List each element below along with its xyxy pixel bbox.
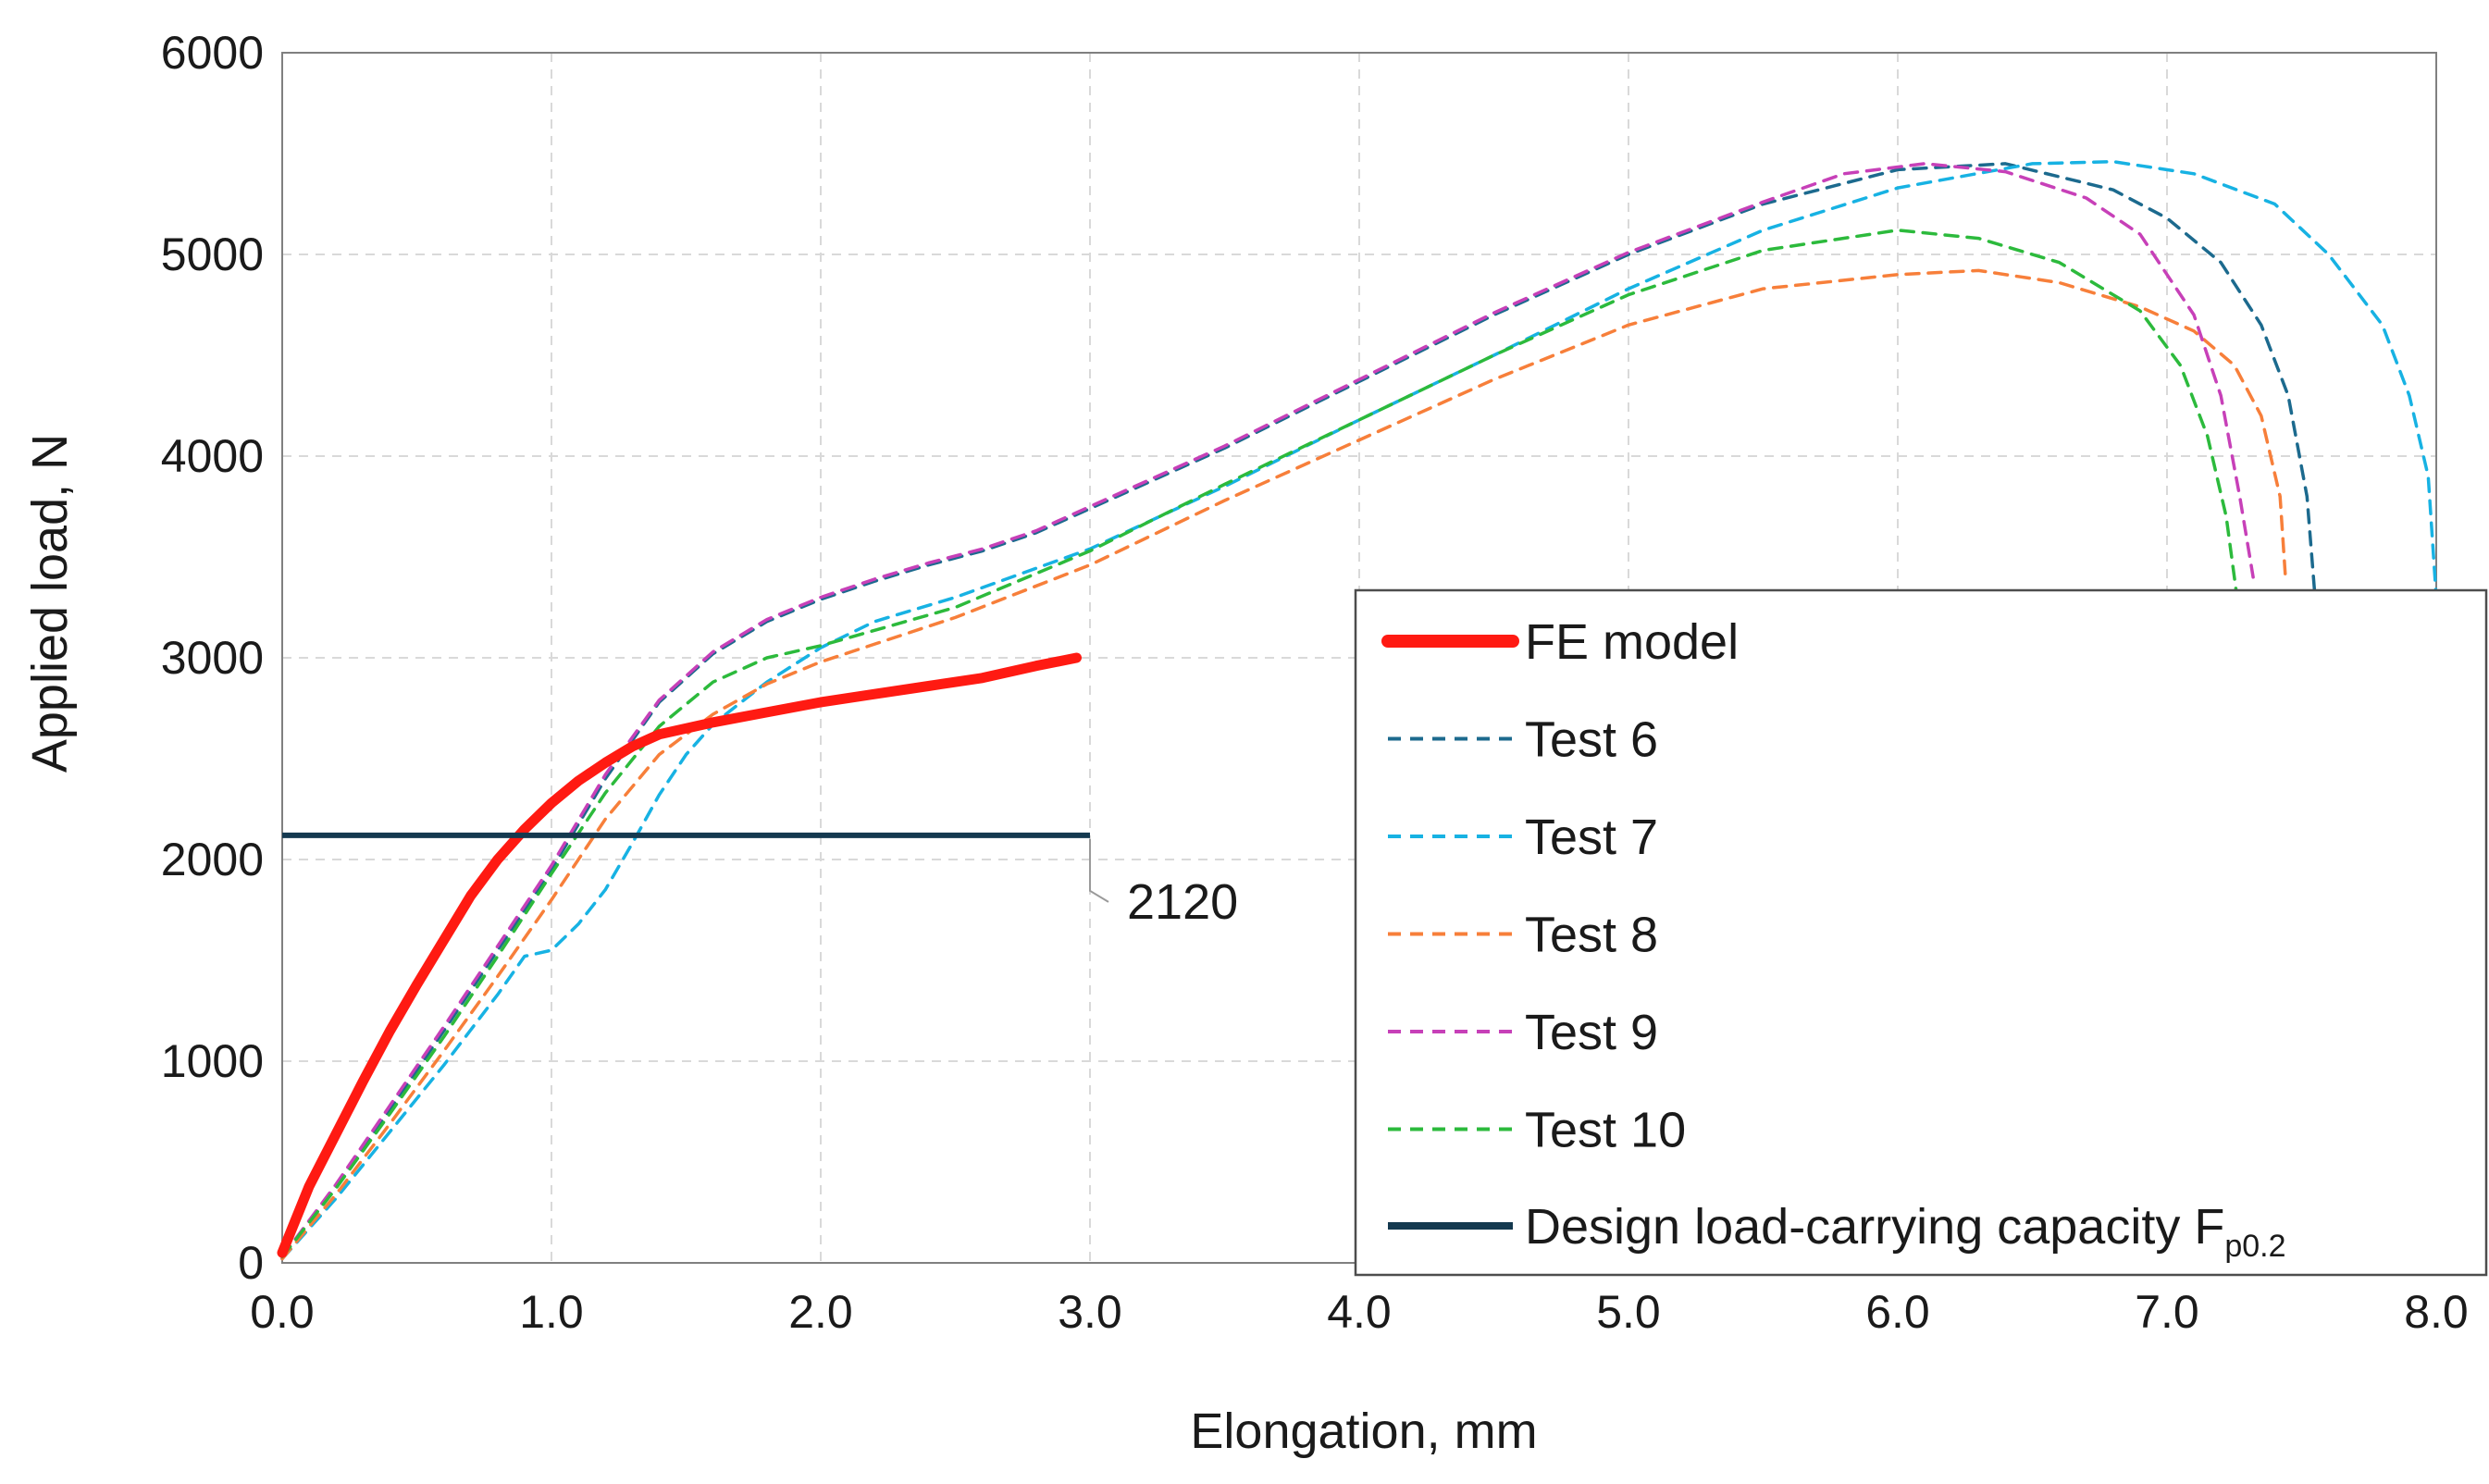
y-tick-label: 2000 bbox=[161, 834, 264, 885]
legend-entry-design-line: Design load-carrying capacity Fp0.2 bbox=[1388, 1199, 2286, 1264]
design-label-subscript: p0.2 bbox=[2224, 1229, 2285, 1264]
x-tick-label: 0.0 bbox=[250, 1286, 315, 1338]
series-layer bbox=[277, 159, 2438, 1261]
y-tick-label: 0 bbox=[238, 1237, 264, 1289]
y-tick-label: 6000 bbox=[161, 27, 264, 79]
design-label-main: Design load-carrying capacity F bbox=[1525, 1199, 2224, 1255]
tick-label-layer: 0.0 1.0 2.0 3.0 4.0 5.0 6.0 7.0 8.0 0 1000 2000 3000… bbox=[161, 27, 2469, 1338]
legend-entry-test-9: Test 9 bbox=[1388, 1005, 1658, 1060]
series-line-test-7 bbox=[280, 159, 2438, 1261]
legend-entry-test-8: Test 8 bbox=[1388, 908, 1658, 963]
x-tick-label: 5.0 bbox=[1596, 1286, 1661, 1338]
legend-label-fe-model: FE model bbox=[1525, 614, 1739, 670]
legend-entry-fe-model: FE model bbox=[1381, 614, 1739, 670]
x-tick-label: 1.0 bbox=[519, 1286, 584, 1338]
x-tick-label: 3.0 bbox=[1058, 1286, 1122, 1338]
y-axis-title: Applied load, N bbox=[22, 434, 78, 773]
y-tick-label: 1000 bbox=[161, 1035, 264, 1087]
legend-label-test-9: Test 9 bbox=[1525, 1005, 1658, 1060]
y-tick-label: 4000 bbox=[161, 430, 264, 482]
series-line-test-6 bbox=[280, 162, 2317, 1259]
legend-entries: FE model Test 6 Test 7 Test 8 Test 9 Test 10 bbox=[1381, 614, 1739, 1158]
legend-label-design-line: Design load-carrying capacity Fp0.2 bbox=[1525, 1199, 2286, 1264]
series-line-test-9 bbox=[280, 162, 2255, 1259]
x-tick-label: 6.0 bbox=[1865, 1286, 1930, 1338]
legend-box bbox=[1354, 588, 2488, 1277]
legend-label-test-10: Test 10 bbox=[1525, 1103, 1686, 1158]
legend-entry-test-7: Test 7 bbox=[1388, 810, 1658, 865]
annotation-leader-line bbox=[1089, 838, 1109, 903]
x-tick-label: 2.0 bbox=[788, 1286, 853, 1338]
legend-entry-test-6: Test 6 bbox=[1388, 712, 1658, 768]
legend-label-test-8: Test 8 bbox=[1525, 908, 1658, 963]
legend-label-test-6: Test 6 bbox=[1525, 712, 1658, 768]
y-tick-label: 3000 bbox=[161, 632, 264, 684]
legend-label-test-7: Test 7 bbox=[1525, 810, 1658, 865]
series-line-fe-model bbox=[277, 652, 1082, 1258]
series-line-test-8 bbox=[280, 268, 2287, 1261]
series-line-test-10 bbox=[280, 229, 2239, 1259]
x-tick-label: 4.0 bbox=[1327, 1286, 1392, 1338]
y-tick-label: 5000 bbox=[161, 229, 264, 280]
design-value-annotation: 2120 bbox=[1127, 874, 1238, 930]
design-line-layer: 2120 bbox=[282, 832, 1238, 930]
legend-entry-test-10: Test 10 bbox=[1388, 1103, 1686, 1158]
x-tick-label: 8.0 bbox=[2404, 1286, 2469, 1338]
x-axis-title: Elongation, mm bbox=[1190, 1404, 1537, 1459]
x-tick-label: 7.0 bbox=[2135, 1286, 2199, 1338]
